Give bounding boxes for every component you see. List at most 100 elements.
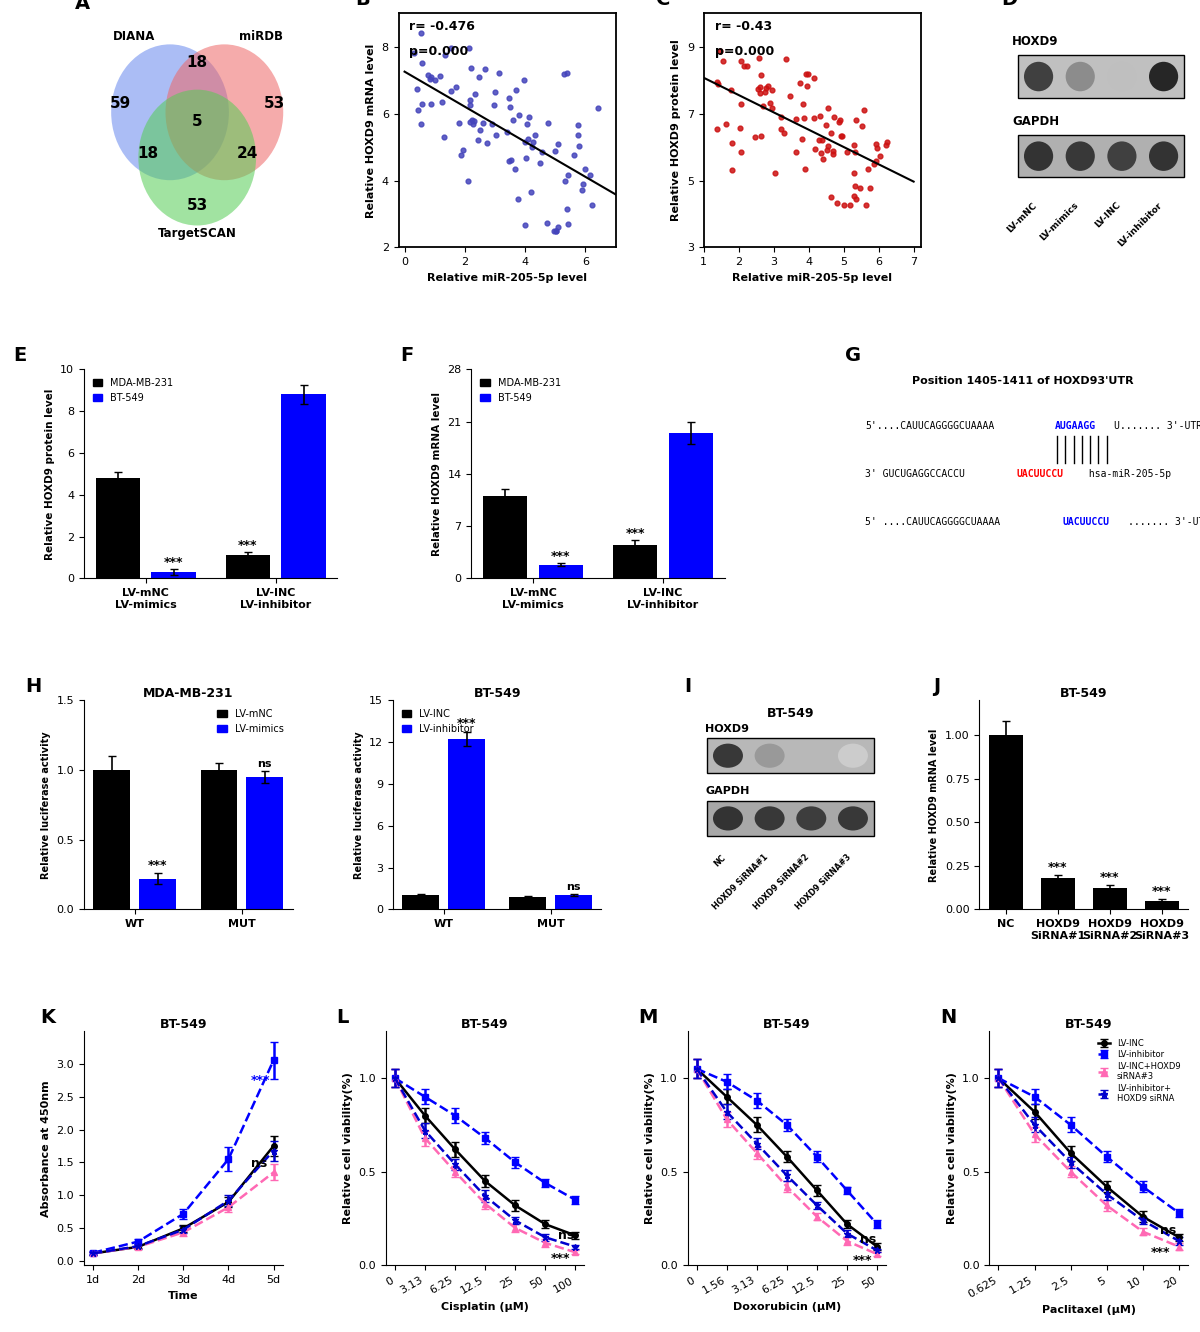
Point	[523, 132, 542, 153]
Y-axis label: Relative HOXD9 mRNA level: Relative HOXD9 mRNA level	[930, 729, 940, 882]
Title: BT-549: BT-549	[763, 1018, 811, 1031]
Point	[538, 212, 557, 233]
Point	[730, 117, 749, 139]
Text: 5: 5	[192, 113, 203, 129]
Point	[581, 165, 600, 186]
Point	[810, 105, 829, 127]
Text: F: F	[401, 346, 414, 365]
Point	[860, 177, 880, 198]
Text: 53: 53	[264, 96, 284, 111]
Point	[469, 67, 488, 88]
Point	[834, 194, 853, 216]
Text: ns: ns	[558, 1229, 575, 1243]
Point	[749, 79, 768, 100]
Text: ns: ns	[1160, 1224, 1176, 1236]
Point	[574, 173, 593, 194]
Point	[809, 129, 828, 151]
Text: LV-INC: LV-INC	[1093, 201, 1122, 230]
Point	[508, 189, 527, 210]
Point	[432, 92, 451, 113]
Point	[772, 107, 791, 128]
Point	[510, 104, 529, 125]
Text: AUGAAGG: AUGAAGG	[1055, 421, 1096, 430]
Ellipse shape	[1148, 61, 1178, 92]
Bar	[200, 770, 238, 910]
Point	[419, 64, 438, 85]
Text: UACUUCCU: UACUUCCU	[1016, 469, 1063, 480]
Bar	[449, 739, 485, 910]
Point	[572, 180, 592, 201]
Ellipse shape	[166, 44, 283, 180]
Point	[461, 112, 480, 133]
Point	[504, 109, 523, 131]
Point	[708, 119, 727, 140]
X-axis label: Relative miR-205-5p level: Relative miR-205-5p level	[732, 273, 892, 282]
Point	[515, 69, 534, 91]
Ellipse shape	[1066, 141, 1094, 170]
Point	[413, 93, 432, 115]
Point	[502, 149, 521, 170]
Text: ***: ***	[551, 550, 570, 563]
Point	[818, 136, 838, 157]
Point	[838, 141, 857, 163]
Point	[442, 37, 461, 59]
Point	[554, 63, 574, 84]
Title: BT-549: BT-549	[474, 687, 521, 701]
Point	[868, 137, 887, 159]
Text: LV-mNC: LV-mNC	[1006, 201, 1038, 234]
Point	[499, 87, 518, 108]
Text: NC: NC	[713, 852, 728, 868]
Point	[799, 64, 818, 85]
Point	[804, 68, 823, 89]
Point	[446, 77, 466, 99]
Point	[791, 72, 810, 93]
Point	[569, 135, 588, 156]
Point	[568, 115, 587, 136]
Point	[558, 164, 577, 185]
Bar	[510, 896, 546, 910]
Point	[545, 140, 564, 161]
Point	[475, 59, 494, 80]
Point	[588, 97, 607, 119]
Point	[822, 186, 841, 208]
Bar	[539, 565, 583, 578]
Point	[412, 52, 431, 73]
Title: BT-549: BT-549	[160, 1018, 208, 1031]
Point	[500, 97, 520, 119]
Point	[431, 65, 450, 87]
Point	[500, 151, 520, 172]
Point	[516, 132, 535, 153]
Bar	[1018, 56, 1184, 97]
Bar	[1018, 135, 1184, 177]
Point	[436, 45, 455, 67]
Text: ***: ***	[457, 717, 476, 730]
Point	[582, 194, 601, 216]
Text: ***: ***	[625, 527, 644, 541]
Point	[463, 113, 482, 135]
Point	[522, 136, 541, 157]
Point	[708, 73, 727, 95]
X-axis label: Time: Time	[168, 1291, 198, 1300]
Point	[866, 151, 886, 172]
Text: HOXD9 SiRNA#1: HOXD9 SiRNA#1	[710, 852, 769, 912]
Point	[797, 76, 816, 97]
Point	[520, 107, 539, 128]
Point	[827, 192, 846, 213]
Ellipse shape	[838, 806, 868, 831]
Point	[857, 194, 876, 216]
Point	[486, 125, 505, 147]
Ellipse shape	[1024, 141, 1054, 170]
Point	[482, 113, 502, 135]
Point	[421, 67, 440, 88]
Bar	[668, 433, 713, 578]
Point	[546, 220, 565, 241]
Legend: MDA-MB-231, BT-549: MDA-MB-231, BT-549	[476, 374, 564, 406]
Legend: LV-mNC, LV-mimics: LV-mNC, LV-mimics	[214, 705, 288, 738]
Point	[530, 153, 550, 174]
Bar	[1093, 888, 1127, 910]
Legend: LV-INC, LV-inhibitor, LV-INC+HOXD9
siRNA#3, LV-inhibitor+
HOXD9 siRNA: LV-INC, LV-inhibitor, LV-INC+HOXD9 siRNA…	[1094, 1035, 1184, 1107]
Ellipse shape	[713, 743, 743, 767]
Point	[745, 127, 764, 148]
Y-axis label: Relative HOXD9 mRNA level: Relative HOXD9 mRNA level	[432, 392, 442, 555]
Point	[404, 43, 424, 64]
